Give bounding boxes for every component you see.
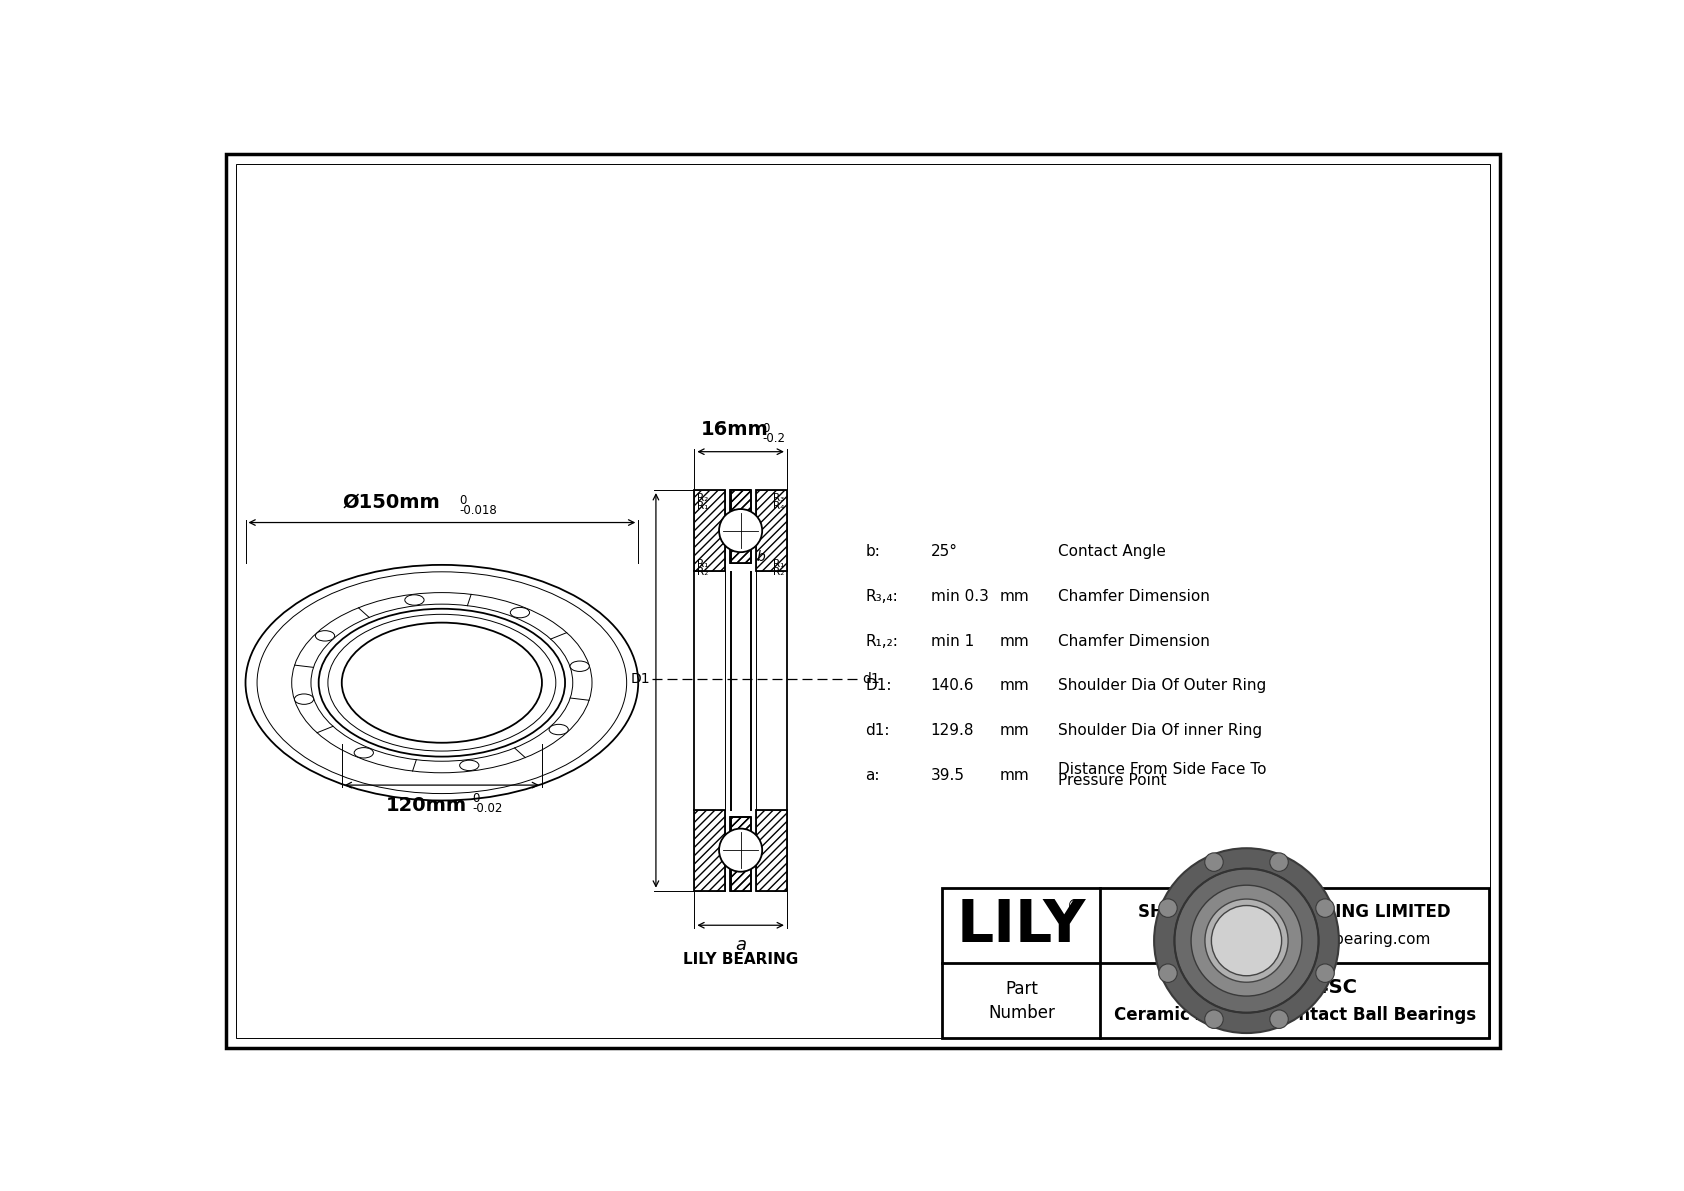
Bar: [729, 491, 749, 563]
Text: D1: D1: [630, 672, 650, 686]
Text: Chamfer Dimension: Chamfer Dimension: [1058, 634, 1209, 649]
Text: -0.018: -0.018: [460, 504, 497, 517]
Text: 120mm: 120mm: [386, 796, 466, 815]
Ellipse shape: [571, 661, 589, 672]
Bar: [731, 491, 751, 563]
Ellipse shape: [295, 694, 313, 704]
Text: Ø150mm: Ø150mm: [344, 493, 441, 512]
Text: 140.6: 140.6: [931, 678, 975, 693]
Bar: [943, 888, 1489, 1039]
Bar: [694, 491, 726, 570]
Ellipse shape: [510, 607, 529, 618]
Text: d1: d1: [862, 672, 881, 686]
Bar: [694, 810, 726, 891]
Text: 16mm: 16mm: [701, 420, 768, 439]
Ellipse shape: [404, 594, 424, 605]
Text: Ceramic Angular Contact Ball Bearings: Ceramic Angular Contact Ball Bearings: [1113, 1005, 1475, 1024]
Circle shape: [1270, 853, 1288, 872]
Circle shape: [1211, 905, 1282, 975]
Text: R₃: R₃: [773, 493, 785, 503]
Text: mm: mm: [1000, 723, 1031, 738]
Bar: [729, 491, 749, 563]
Text: b:: b:: [866, 544, 881, 560]
Bar: [731, 817, 751, 891]
Text: 129.8: 129.8: [931, 723, 975, 738]
Text: min 0.3: min 0.3: [931, 590, 989, 604]
Ellipse shape: [354, 748, 374, 757]
Text: CE71824SC: CE71824SC: [1233, 978, 1357, 997]
Bar: [694, 491, 726, 570]
Text: a: a: [736, 936, 746, 954]
Text: D1:: D1:: [866, 678, 893, 693]
Text: a:: a:: [866, 767, 879, 782]
Text: mm: mm: [1000, 634, 1031, 649]
Circle shape: [1191, 885, 1302, 996]
Bar: [756, 810, 786, 891]
Text: R₁: R₁: [697, 559, 707, 569]
Circle shape: [1159, 899, 1177, 917]
Bar: [731, 817, 751, 891]
Text: Part
Number: Part Number: [989, 980, 1056, 1022]
Text: -0.02: -0.02: [473, 802, 504, 815]
Bar: [731, 491, 751, 563]
Circle shape: [1159, 964, 1177, 983]
Text: Email: lilybearing@lily-bearing.com: Email: lilybearing@lily-bearing.com: [1159, 933, 1430, 947]
Circle shape: [1204, 853, 1223, 872]
Circle shape: [1204, 1010, 1223, 1028]
Circle shape: [1211, 905, 1282, 975]
Bar: [694, 810, 726, 891]
Text: R₄: R₄: [773, 501, 785, 511]
Bar: [729, 817, 749, 891]
Text: 25°: 25°: [931, 544, 958, 560]
Text: -0.2: -0.2: [763, 432, 785, 444]
Ellipse shape: [460, 760, 478, 771]
Text: 0: 0: [763, 422, 770, 435]
Text: R₃,₄:: R₃,₄:: [866, 590, 898, 604]
Circle shape: [719, 829, 763, 872]
Bar: [729, 817, 749, 891]
Bar: [756, 810, 786, 891]
Text: Shoulder Dia Of inner Ring: Shoulder Dia Of inner Ring: [1058, 723, 1261, 738]
Text: R₁: R₁: [773, 559, 785, 569]
Text: mm: mm: [1000, 678, 1031, 693]
Text: R₁: R₁: [697, 501, 707, 511]
Text: Pressure Point: Pressure Point: [1058, 773, 1167, 788]
Text: R₂: R₂: [697, 493, 707, 503]
Text: min 1: min 1: [931, 634, 973, 649]
Text: SHANGHAI LILY BEARING LIMITED: SHANGHAI LILY BEARING LIMITED: [1138, 903, 1452, 921]
Circle shape: [1154, 848, 1339, 1033]
Text: LILY: LILY: [957, 897, 1086, 954]
Text: Chamfer Dimension: Chamfer Dimension: [1058, 590, 1209, 604]
Circle shape: [719, 509, 763, 553]
Circle shape: [1174, 868, 1319, 1012]
Text: Shoulder Dia Of Outer Ring: Shoulder Dia Of Outer Ring: [1058, 678, 1266, 693]
Text: mm: mm: [1000, 767, 1031, 782]
Text: Distance From Side Face To: Distance From Side Face To: [1058, 762, 1266, 778]
Text: 39.5: 39.5: [931, 767, 965, 782]
Text: mm: mm: [1000, 590, 1031, 604]
Text: 0: 0: [460, 494, 466, 507]
Text: 0: 0: [473, 792, 480, 805]
Bar: [756, 491, 786, 570]
Text: Contact Angle: Contact Angle: [1058, 544, 1165, 560]
Ellipse shape: [315, 631, 335, 641]
Text: ®: ®: [1068, 898, 1083, 913]
Text: d1:: d1:: [866, 723, 889, 738]
Ellipse shape: [549, 724, 568, 735]
Circle shape: [1315, 964, 1334, 983]
Circle shape: [1270, 1010, 1288, 1028]
Text: R₂: R₂: [773, 567, 785, 578]
Text: LILY BEARING: LILY BEARING: [684, 952, 798, 967]
Text: R₁,₂:: R₁,₂:: [866, 634, 898, 649]
Circle shape: [1315, 899, 1334, 917]
Circle shape: [1206, 899, 1288, 983]
Bar: [756, 491, 786, 570]
Text: b: b: [756, 550, 765, 563]
Text: R₂: R₂: [697, 567, 707, 578]
